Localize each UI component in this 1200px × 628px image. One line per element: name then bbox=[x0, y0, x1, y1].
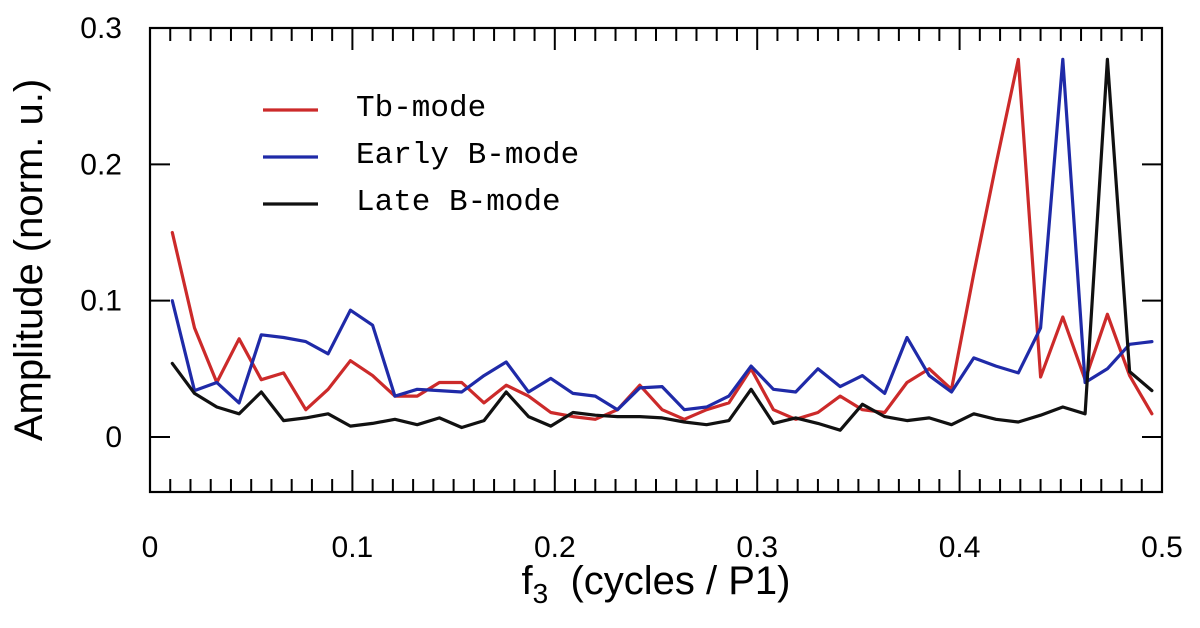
tick-labels: 0 0.1 0.2 0.3 0.4 0.5 0 0.1 0.2 0.3 bbox=[80, 12, 1183, 564]
series-group bbox=[170, 57, 1154, 432]
series-line-tb-mode bbox=[170, 57, 1154, 421]
x-tick-label: 0.4 bbox=[939, 531, 981, 564]
x-tick-label: 0.5 bbox=[1141, 531, 1183, 564]
legend: Tb-mode Early B-mode Late B-mode bbox=[263, 91, 579, 220]
x-tick-label: 0.1 bbox=[332, 531, 374, 564]
ticks bbox=[149, 27, 1163, 492]
y-tick-label: 0 bbox=[105, 421, 122, 454]
legend-label-late-b-mode: Late B-mode bbox=[356, 185, 561, 220]
x-tick-label: 0.2 bbox=[534, 531, 576, 564]
legend-label-tb-mode: Tb-mode bbox=[356, 91, 486, 126]
x-tick-label: 0 bbox=[142, 531, 159, 564]
y-tick-label: 0.3 bbox=[80, 12, 122, 45]
series-line-late-b-mode bbox=[170, 57, 1154, 432]
y-tick-label: 0.2 bbox=[80, 148, 122, 181]
y-tick-label: 0.1 bbox=[80, 285, 122, 318]
x-axis-title-f: f bbox=[522, 559, 534, 603]
series-line-early-b-mode bbox=[170, 57, 1154, 412]
x-axis-title-subscript: 3 bbox=[533, 578, 549, 609]
x-axis-title-units: (cycles / P1) bbox=[548, 559, 790, 603]
y-axis-title: Amplitude (norm. u.) bbox=[7, 79, 51, 441]
x-tick-label: 0.3 bbox=[736, 531, 778, 564]
x-axis-title: f3 (cycles / P1) bbox=[522, 559, 791, 609]
legend-label-early-b-mode: Early B-mode bbox=[356, 138, 579, 173]
